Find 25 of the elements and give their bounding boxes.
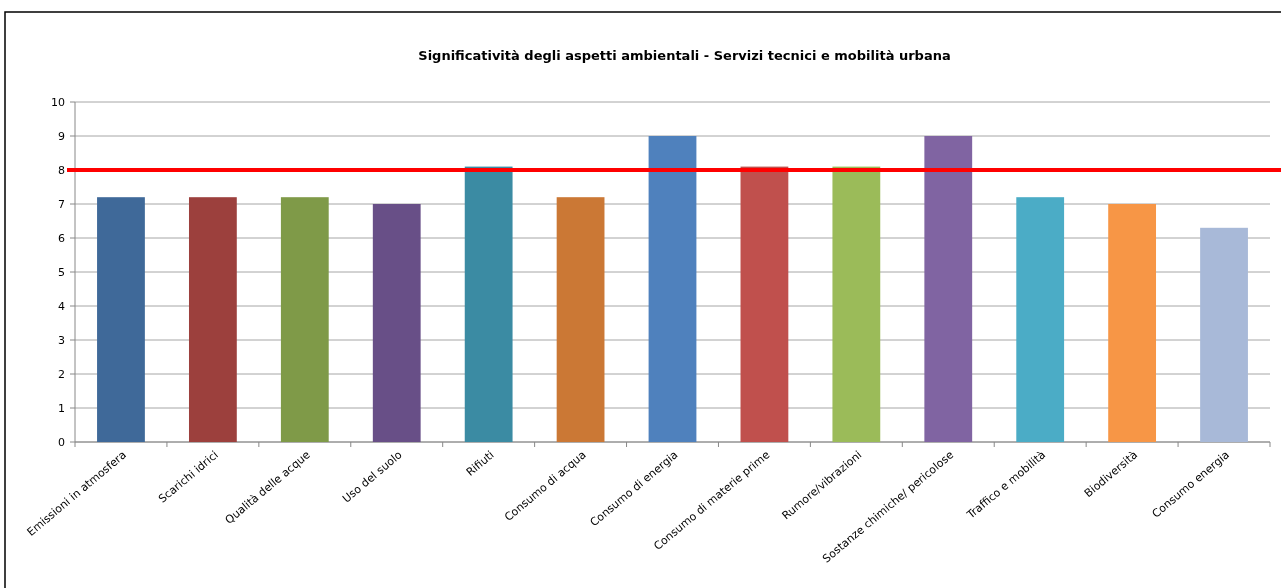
bar xyxy=(464,166,513,442)
y-tick-label: 5 xyxy=(58,265,65,279)
chart-title: Significatività degli aspetti ambientali - Servizi tecnici e mobilità urbana xyxy=(418,48,951,63)
bar xyxy=(188,197,237,442)
bar xyxy=(740,166,789,442)
y-tick-label: 6 xyxy=(58,231,65,245)
y-tick-label: 4 xyxy=(58,299,65,313)
bar xyxy=(556,197,605,442)
bar xyxy=(372,204,421,442)
y-tick-label: 2 xyxy=(58,367,65,381)
y-tick-label: 9 xyxy=(58,129,65,143)
y-tick-label: 8 xyxy=(58,163,65,177)
y-tick-label: 10 xyxy=(51,95,65,109)
bar xyxy=(1016,197,1065,442)
y-tick-label: 1 xyxy=(58,401,65,415)
bar xyxy=(1108,204,1157,442)
bar xyxy=(648,136,697,442)
bar xyxy=(924,136,973,442)
bar xyxy=(97,197,145,442)
bar xyxy=(280,197,329,442)
bar xyxy=(1200,227,1248,442)
bar xyxy=(832,166,881,442)
y-tick-label: 0 xyxy=(58,435,65,449)
y-tick-label: 7 xyxy=(58,197,65,211)
y-tick-label: 3 xyxy=(58,333,65,347)
